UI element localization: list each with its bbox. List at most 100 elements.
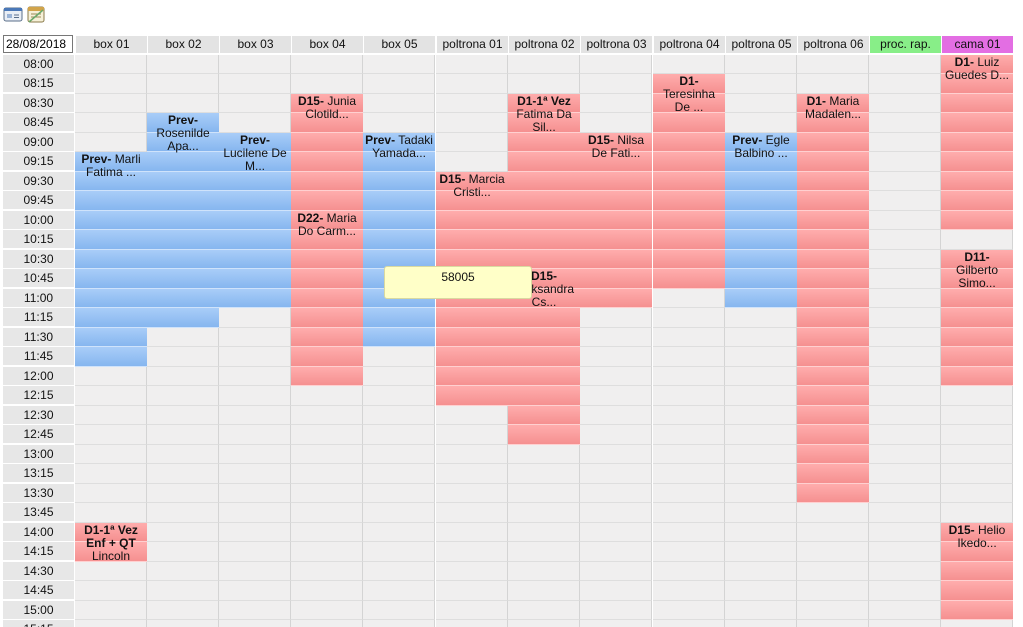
empty-slot[interactable] [219,600,291,620]
empty-slot[interactable] [580,327,652,347]
empty-slot[interactable] [580,405,652,425]
empty-slot[interactable] [653,581,725,601]
appointment-block[interactable]: D1- Teresinha De ... [653,74,725,289]
empty-slot[interactable] [725,113,797,133]
appointment-block[interactable]: Prev- Marli Fatima ... [75,152,147,367]
appointment-block[interactable]: D22- Maria Do Carm... [291,210,363,386]
empty-slot[interactable] [147,74,219,94]
empty-slot[interactable] [436,483,508,503]
empty-slot[interactable] [291,581,363,601]
empty-slot[interactable] [580,522,652,542]
empty-slot[interactable] [363,503,435,523]
empty-slot[interactable] [363,74,435,94]
empty-slot[interactable] [436,561,508,581]
empty-slot[interactable] [941,620,1013,627]
empty-slot[interactable] [291,483,363,503]
empty-slot[interactable] [580,620,652,627]
empty-slot[interactable] [869,132,941,152]
empty-slot[interactable] [869,620,941,627]
empty-slot[interactable] [580,347,652,367]
empty-slot[interactable] [869,269,941,289]
empty-slot[interactable] [291,444,363,464]
empty-slot[interactable] [75,54,147,74]
empty-slot[interactable] [797,522,869,542]
empty-slot[interactable] [436,464,508,484]
empty-slot[interactable] [653,503,725,523]
empty-slot[interactable] [725,483,797,503]
empty-slot[interactable] [725,581,797,601]
empty-slot[interactable] [147,54,219,74]
empty-slot[interactable] [147,386,219,406]
empty-slot[interactable] [147,581,219,601]
empty-slot[interactable] [219,444,291,464]
empty-slot[interactable] [436,74,508,94]
empty-slot[interactable] [147,347,219,367]
empty-slot[interactable] [363,600,435,620]
empty-slot[interactable] [869,171,941,191]
empty-slot[interactable] [291,522,363,542]
empty-slot[interactable] [75,425,147,445]
empty-slot[interactable] [75,132,147,152]
calendar-icon[interactable] [26,5,46,23]
empty-slot[interactable] [869,464,941,484]
appointment-block[interactable]: D1- Luiz Guedes D... [941,54,1013,230]
empty-slot[interactable] [653,366,725,386]
empty-slot[interactable] [941,425,1013,445]
empty-slot[interactable] [147,444,219,464]
empty-slot[interactable] [653,483,725,503]
appointment-block[interactable]: D11- Gilberto Simo... [941,249,1013,386]
empty-slot[interactable] [436,503,508,523]
empty-slot[interactable] [291,600,363,620]
empty-slot[interactable] [653,464,725,484]
empty-slot[interactable] [869,600,941,620]
empty-slot[interactable] [436,152,508,172]
empty-slot[interactable] [580,483,652,503]
empty-slot[interactable] [291,620,363,627]
empty-slot[interactable] [363,542,435,562]
empty-slot[interactable] [725,522,797,542]
empty-slot[interactable] [653,347,725,367]
empty-slot[interactable] [869,542,941,562]
empty-slot[interactable] [580,600,652,620]
empty-slot[interactable] [797,620,869,627]
empty-slot[interactable] [797,74,869,94]
empty-slot[interactable] [363,405,435,425]
empty-slot[interactable] [436,600,508,620]
empty-slot[interactable] [725,444,797,464]
empty-slot[interactable] [653,327,725,347]
empty-slot[interactable] [869,425,941,445]
empty-slot[interactable] [219,483,291,503]
empty-slot[interactable] [580,54,652,74]
empty-slot[interactable] [291,425,363,445]
empty-slot[interactable] [436,522,508,542]
empty-slot[interactable] [219,561,291,581]
empty-slot[interactable] [869,522,941,542]
empty-slot[interactable] [436,542,508,562]
empty-slot[interactable] [75,581,147,601]
empty-slot[interactable] [941,464,1013,484]
empty-slot[interactable] [75,483,147,503]
empty-slot[interactable] [725,386,797,406]
empty-slot[interactable] [436,113,508,133]
empty-slot[interactable] [869,249,941,269]
empty-slot[interactable] [508,464,580,484]
empty-slot[interactable] [291,464,363,484]
empty-slot[interactable] [219,542,291,562]
empty-slot[interactable] [219,366,291,386]
empty-slot[interactable] [869,288,941,308]
empty-slot[interactable] [869,483,941,503]
empty-slot[interactable] [363,113,435,133]
empty-slot[interactable] [869,152,941,172]
empty-slot[interactable] [653,522,725,542]
empty-slot[interactable] [219,386,291,406]
empty-slot[interactable] [508,522,580,542]
empty-slot[interactable] [797,561,869,581]
empty-slot[interactable] [363,93,435,113]
empty-slot[interactable] [869,54,941,74]
empty-slot[interactable] [291,386,363,406]
empty-slot[interactable] [653,288,725,308]
empty-slot[interactable] [363,620,435,627]
empty-slot[interactable] [725,54,797,74]
appointment-block[interactable]: Prev- Tadaki Yamada... [363,132,435,347]
empty-slot[interactable] [147,366,219,386]
